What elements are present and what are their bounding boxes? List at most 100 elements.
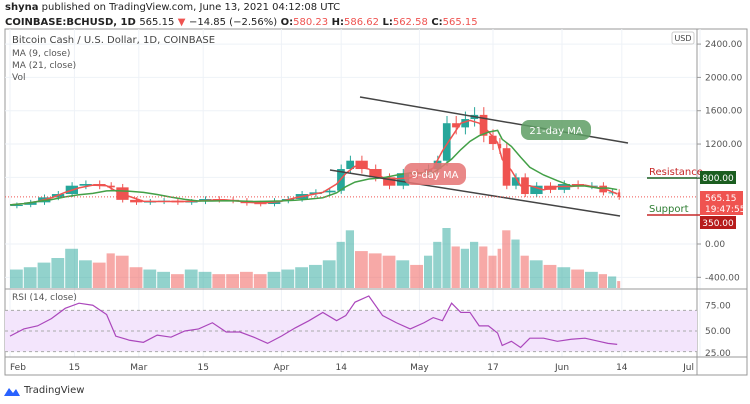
volume-bar	[396, 260, 410, 288]
price-tick-label: 1600.00	[705, 107, 742, 117]
candle	[79, 184, 92, 186]
price-tick-label: 0.00	[705, 240, 725, 250]
volume-bar	[37, 262, 51, 288]
last-price-badge-value: 565.15	[705, 194, 737, 204]
chart-canvas[interactable]: 21-day MA 9-day MA Resistance Support 2400.0…	[0, 0, 750, 380]
volume-bar	[295, 267, 308, 288]
ma21-line	[9, 129, 618, 206]
currency-label: USD	[674, 34, 691, 43]
publish-info: shyna published on TradingView.com, June…	[5, 2, 340, 14]
legend-rsi: RSI (14, close)	[12, 293, 77, 303]
candle	[461, 119, 469, 128]
open-value: 580.23	[293, 17, 329, 28]
low-label: L:	[382, 17, 393, 28]
candle	[107, 185, 115, 188]
last-price: 565.15	[139, 17, 175, 28]
time-tick-label: Jun	[554, 363, 569, 373]
volume-bar	[382, 255, 396, 288]
candle	[323, 190, 336, 193]
high-label: H:	[331, 17, 344, 28]
candle	[608, 192, 617, 194]
symbol-info: COINBASE:BCHUSD, 1D 565.15 ▼ −14.85 (−2.…	[5, 17, 478, 29]
time-tick-label: May	[410, 363, 429, 373]
candle	[617, 192, 621, 197]
volume-bar	[336, 241, 345, 288]
close-value: 565.15	[442, 17, 478, 28]
ma21-annotation: 21-day MA	[529, 126, 583, 137]
time-tick-label: Apr	[274, 363, 290, 373]
tradingview-logo-icon	[4, 388, 20, 396]
volume-bar	[143, 269, 157, 288]
candle	[130, 199, 143, 203]
volume-bar	[502, 230, 511, 288]
volume-bar	[520, 255, 529, 288]
candle	[571, 184, 584, 186]
time-tick-label: 14	[616, 363, 628, 373]
volume-bar	[79, 260, 92, 288]
price-tick-label: 1200.00	[705, 140, 742, 150]
price-tick-label: -400.00	[705, 273, 740, 283]
volume-bar	[451, 246, 460, 288]
time-tick-label: Jul	[682, 363, 694, 373]
volume-bar	[322, 260, 336, 288]
countdown: 19:47:55	[705, 205, 745, 215]
volume-bar	[171, 274, 184, 288]
volume-bar	[309, 264, 322, 288]
volume-bar	[65, 248, 78, 288]
volume-bar	[51, 258, 65, 288]
price-tick-label: 2000.00	[705, 73, 742, 83]
volume-bar	[460, 248, 469, 288]
last-price-badge	[700, 191, 743, 215]
volume-bar	[488, 255, 497, 288]
close-label: C:	[431, 17, 443, 28]
open-label: O:	[280, 17, 294, 28]
candle	[10, 204, 23, 207]
ma9-line	[9, 119, 618, 206]
candle	[498, 144, 502, 149]
volume-bar	[543, 264, 557, 288]
down-arrow-icon: ▼	[177, 17, 186, 28]
rsi-tick-label: 75.00	[705, 301, 731, 311]
time-tick-label: 17	[487, 363, 498, 373]
support-badge-value: 350.00	[702, 219, 734, 229]
candle	[24, 202, 37, 205]
volume-bar	[157, 271, 170, 288]
time-tick-label: 15	[197, 363, 208, 373]
volume-bar	[608, 276, 617, 288]
time-tick-label: Mar	[130, 363, 147, 373]
candle	[442, 123, 451, 161]
candle	[185, 201, 198, 203]
volume-bar	[424, 255, 433, 288]
candle	[488, 135, 497, 145]
price-tick-label: 2400.00	[705, 40, 742, 50]
volume-bar	[410, 264, 423, 288]
volume-bar	[226, 274, 239, 288]
volume-bar	[571, 269, 584, 288]
resistance-label: Resistance	[649, 167, 703, 178]
volume-bar	[281, 269, 295, 288]
rsi-line	[9, 295, 618, 349]
high-value: 586.62	[343, 17, 379, 28]
volume-bar	[557, 267, 571, 288]
low-value: 562.58	[392, 17, 428, 28]
support-badge	[700, 216, 736, 229]
candle	[530, 185, 543, 195]
volume-bar	[10, 269, 23, 288]
currency-badge	[671, 31, 695, 45]
legend-vol: Vol	[12, 73, 26, 83]
time-tick-label: 15	[69, 363, 80, 373]
rsi-tick-label: 25.00	[705, 349, 731, 359]
channel-lower-line	[329, 169, 621, 217]
volume-bar	[92, 262, 106, 288]
volume-bar	[106, 253, 115, 288]
ma9-annotation-box	[404, 163, 466, 185]
volume-bar	[470, 241, 479, 288]
volume-bar	[497, 248, 502, 288]
volume-bar	[240, 271, 253, 288]
support-label: Support	[649, 204, 689, 215]
candle	[254, 203, 267, 205]
volume-bar	[529, 260, 543, 288]
tradingview-logo[interactable]: TradingView	[4, 385, 84, 397]
volume-bar	[433, 241, 442, 288]
candle	[511, 177, 520, 186]
